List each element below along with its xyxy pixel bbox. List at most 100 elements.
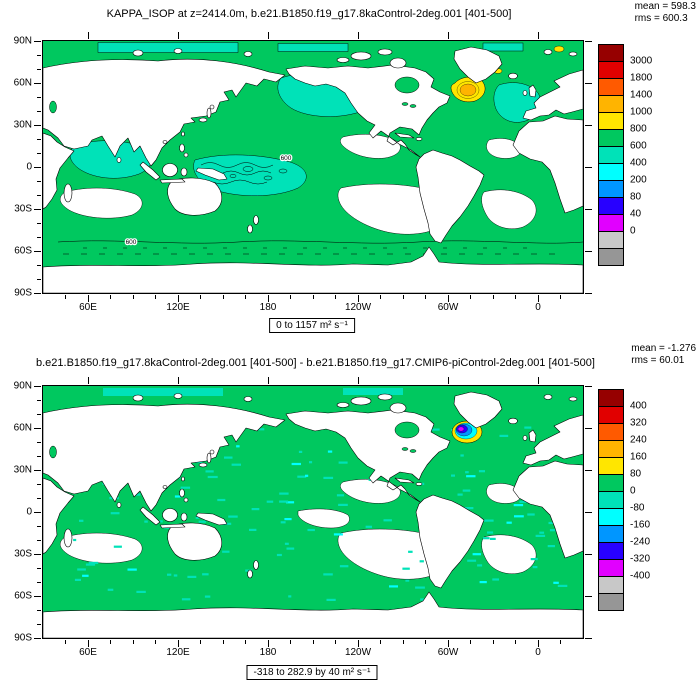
axis-label-lat: 60S xyxy=(14,590,32,602)
axis-tick xyxy=(34,208,41,210)
axis-label-lat: 30N xyxy=(13,119,32,131)
axis-tick xyxy=(87,295,89,302)
axis-tick xyxy=(34,166,41,168)
axis-tick xyxy=(585,292,592,294)
axis-minor-tick xyxy=(37,581,41,583)
axis-tick xyxy=(177,640,179,647)
axis-minor-tick xyxy=(37,525,41,527)
arctic-cyan-patches xyxy=(103,388,403,396)
axis-minor-tick xyxy=(425,295,426,299)
axis-minor-tick xyxy=(37,609,41,611)
colorbar-top: 3000 1800 1400 1000 800 600 400 200 80 40 0 xyxy=(598,44,672,266)
axis-tick xyxy=(34,553,41,555)
axis-tick xyxy=(537,640,539,647)
range-label-bottom: -318 to 282.9 by 40 m² s⁻¹ xyxy=(246,665,378,680)
axis-label-lat: 0 xyxy=(26,161,32,173)
mean-value: mean = -1.276 xyxy=(631,343,696,354)
axis-tick xyxy=(267,640,269,647)
colorbar-tick-label: -240 xyxy=(630,536,651,548)
stats-block-bottom: mean = -1.276 rms = 60.01 xyxy=(631,343,696,367)
indian-ocean-cyan xyxy=(69,140,153,179)
axis-minor-tick xyxy=(402,640,404,644)
axis-tick xyxy=(34,82,41,84)
axis-tick xyxy=(537,295,539,302)
axis-tick xyxy=(177,32,179,39)
axis-tick xyxy=(34,124,41,126)
mean-value: mean = 598.3 xyxy=(634,1,696,12)
axis-label-lon: 120W xyxy=(344,302,372,313)
axis-minor-tick xyxy=(37,194,41,196)
axis-tick xyxy=(34,595,41,597)
colorbar-tick-label: -400 xyxy=(630,570,651,582)
southern-ocean-contour xyxy=(57,240,583,244)
axis-tick xyxy=(34,385,41,387)
axis-minor-tick xyxy=(380,295,381,299)
axis-minor-tick xyxy=(155,640,156,644)
axis-minor-tick xyxy=(132,640,134,644)
colorbar-tick-label: 40 xyxy=(630,208,642,220)
axis-label-lat: 0 xyxy=(26,506,32,518)
axis-tick xyxy=(177,295,179,302)
axis-minor-tick xyxy=(200,295,201,299)
turquoise-regions xyxy=(69,42,541,196)
axis-tick xyxy=(34,427,41,429)
colorbar-segment xyxy=(598,44,624,62)
axis-minor-tick xyxy=(200,640,201,644)
range-label-top: 0 to 1157 m² s⁻¹ xyxy=(269,318,355,333)
axis-tick xyxy=(177,377,179,384)
axis-minor-tick xyxy=(37,68,41,70)
axis-minor-tick xyxy=(37,441,41,443)
axis-minor-tick xyxy=(110,295,111,299)
axis-minor-tick xyxy=(132,295,134,299)
colorbar-tick-label: 240 xyxy=(630,434,647,446)
axis-minor-tick xyxy=(492,295,494,299)
axis-minor-tick xyxy=(222,640,224,644)
colorbar-segment xyxy=(598,593,624,611)
colorbar-segment xyxy=(598,525,624,543)
axis-tick xyxy=(34,40,41,42)
axis-minor-tick xyxy=(155,295,156,299)
axis-label-lat: 30N xyxy=(13,464,32,476)
orange-core xyxy=(459,83,477,97)
colorbar-tick-label: 80 xyxy=(630,191,642,203)
axis-tick xyxy=(87,377,89,384)
colorbar-tick-label: 3000 xyxy=(630,55,653,67)
axis-label-lon: 60W xyxy=(437,302,459,313)
world-map-bottom xyxy=(43,386,583,638)
colorbar-segment xyxy=(598,180,624,198)
axis-minor-tick xyxy=(37,236,41,238)
axis-tick xyxy=(357,640,359,647)
axis-label-lon: 60W xyxy=(437,647,459,658)
axis-minor-tick xyxy=(37,264,41,266)
colorbar-segment xyxy=(598,95,624,113)
axis-label-lat: 90S xyxy=(14,632,32,644)
axis-tick xyxy=(585,553,592,555)
axis-label-lon: 0 xyxy=(535,302,541,313)
colorbar-segment xyxy=(598,406,624,424)
axis-minor-tick xyxy=(290,640,291,644)
axis-minor-tick xyxy=(65,295,66,299)
colorbar-tick-label: -320 xyxy=(630,553,651,565)
rms-value: rms = 600.3 xyxy=(634,13,688,24)
rms-value: rms = 60.01 xyxy=(631,355,685,366)
axis-tick xyxy=(447,32,449,39)
axis-tick xyxy=(537,377,539,384)
axis-tick xyxy=(585,40,592,42)
axis-tick xyxy=(267,295,269,302)
colorbar-segment xyxy=(598,474,624,492)
axis-tick xyxy=(585,124,592,126)
colorbar-tick-label: -80 xyxy=(630,502,645,514)
colorbar-tick-label: 1000 xyxy=(630,106,653,118)
axis-label-lon: 120E xyxy=(166,302,190,313)
axis-minor-tick xyxy=(37,413,41,415)
axis-tick xyxy=(585,427,592,429)
map-plot-bottom: 90N 60N 30N 0 30S 60S 90S 60E 120E 180 120W 60W 0 xyxy=(14,377,592,658)
axis-minor-tick xyxy=(470,640,471,644)
axis-minor-tick xyxy=(222,295,224,299)
axis-label-lon: 0 xyxy=(535,647,541,658)
axis-minor-tick xyxy=(37,483,41,485)
axis-minor-tick xyxy=(312,640,314,644)
axis-tick xyxy=(447,295,449,302)
colorbar-tick-label: 320 xyxy=(630,417,647,429)
